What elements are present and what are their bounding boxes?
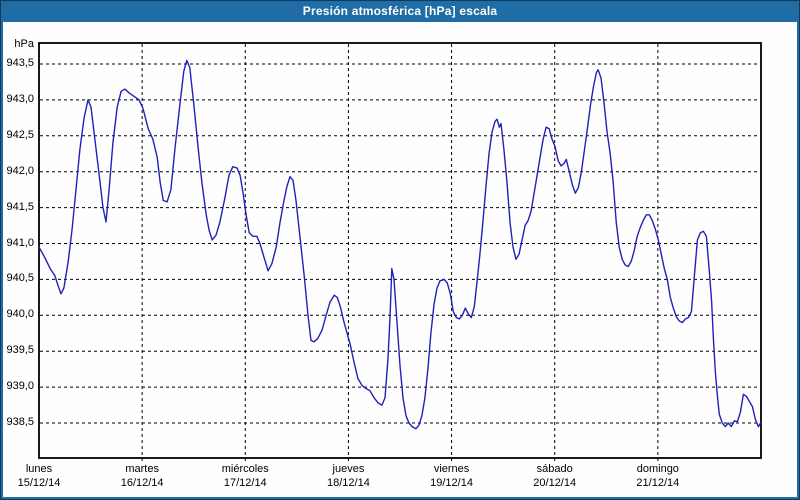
x-day-name: lunes <box>25 463 53 475</box>
y-tick-label: 943,5 <box>6 57 34 69</box>
x-day-date: 19/12/14 <box>430 477 473 489</box>
x-day-name: domingo <box>636 463 679 475</box>
x-day-name: jueves <box>332 463 365 475</box>
x-day-date: 17/12/14 <box>223 477 267 489</box>
pressure-line <box>38 59 762 430</box>
window-titlebar: Presión atmosférica [hPa] escala <box>1 1 799 22</box>
y-tick-label: 941,5 <box>6 200 34 213</box>
y-tick-label: 938,5 <box>6 416 34 428</box>
x-day-date: 20/12/14 <box>533 477 577 489</box>
x-day-name: viernes <box>433 463 470 475</box>
x-day-date: 21/12/14 <box>636 477 680 489</box>
x-day-date: 18/12/14 <box>327 477 370 489</box>
x-day-name: martes <box>125 463 159 475</box>
y-tick-label: 942,0 <box>6 164 34 177</box>
y-tick-label: 939,5 <box>6 344 34 357</box>
y-tick-label: 941,0 <box>6 236 34 249</box>
window-title: Presión atmosférica [hPa] escala <box>302 4 498 18</box>
y-tick-label: 940,5 <box>6 272 34 285</box>
x-day-name: sábado <box>536 463 573 475</box>
y-tick-label: 943,0 <box>6 92 34 105</box>
x-day-date: 16/12/14 <box>120 477 164 489</box>
x-day-name: miércoles <box>221 463 269 475</box>
plot-border <box>38 42 762 459</box>
x-day-date: 15/12/14 <box>17 477 61 489</box>
y-tick-label: 940,0 <box>6 308 34 321</box>
y-axis-unit-label: hPa <box>14 38 34 50</box>
y-tick-label: 942,5 <box>6 128 34 141</box>
y-tick-label: 939,0 <box>6 380 34 393</box>
